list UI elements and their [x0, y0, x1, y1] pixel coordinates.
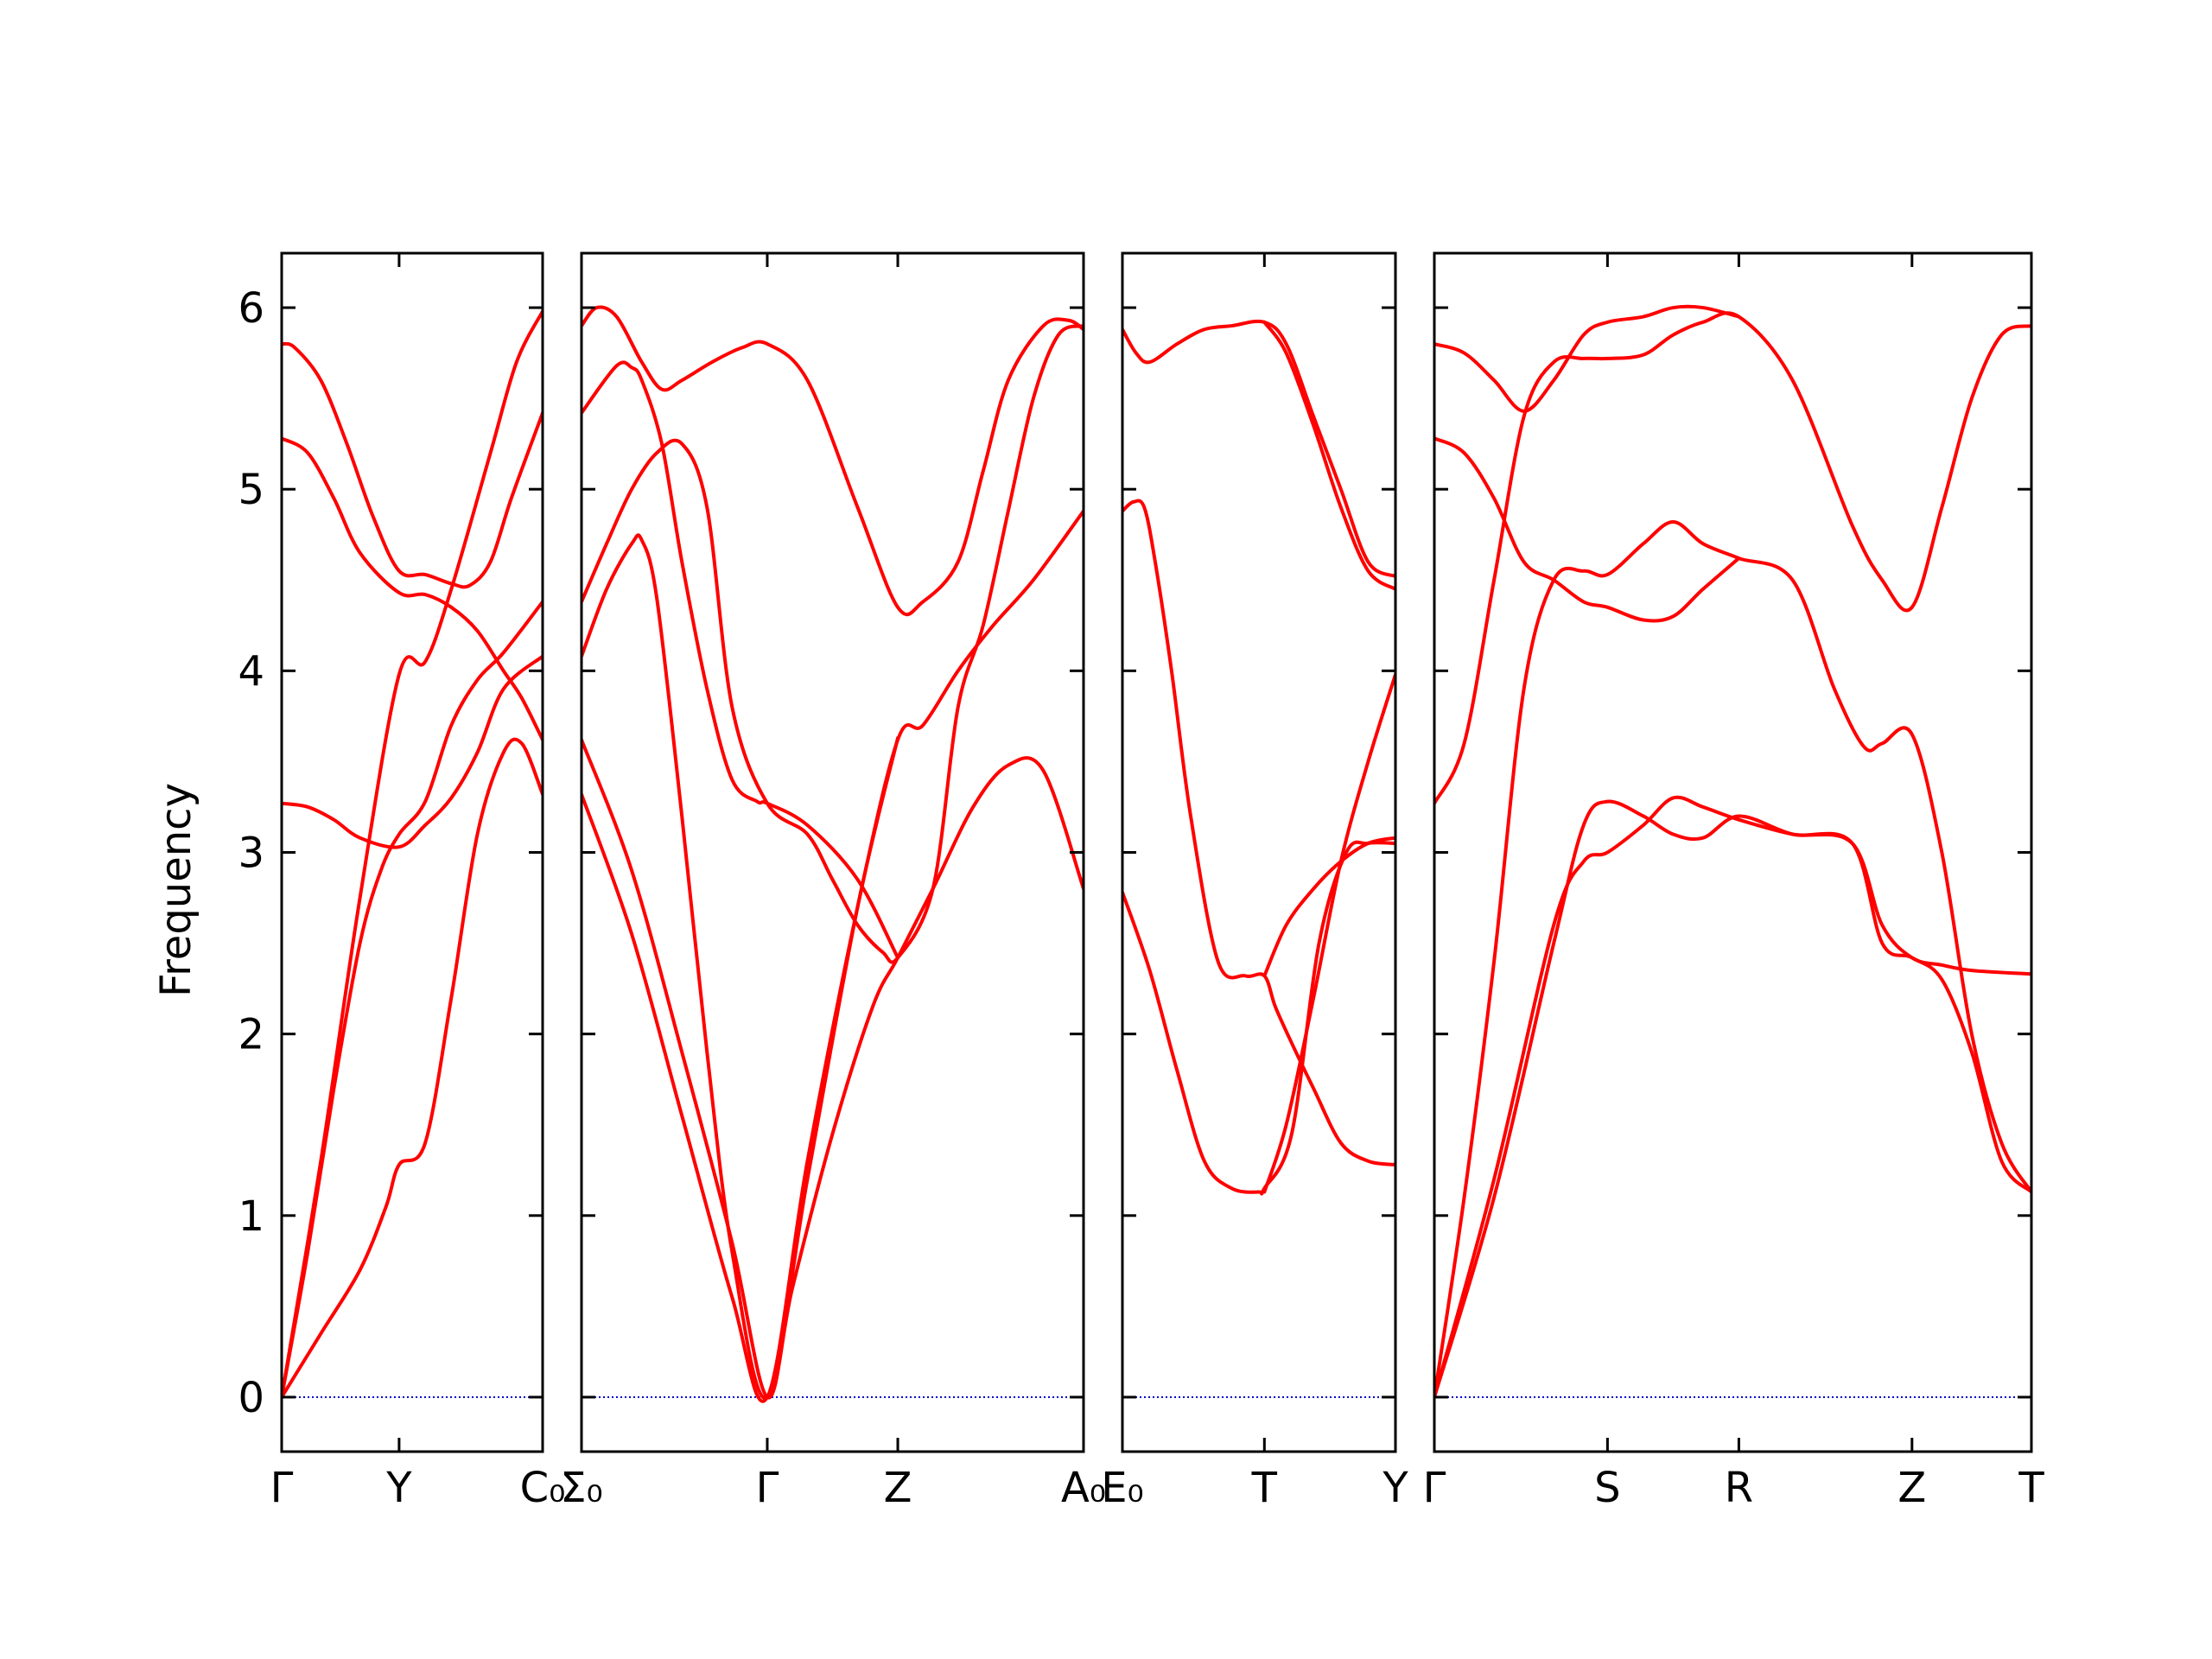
band-line	[582, 509, 1084, 1403]
panel-frame	[280, 251, 544, 1453]
band-line	[1262, 320, 1395, 591]
band-line	[1262, 672, 1395, 1194]
y-tick-label: 1	[238, 1192, 264, 1241]
x-tick-label: T	[1251, 1464, 1278, 1512]
panel-frame	[580, 251, 1085, 1453]
panel-3: E₀ T Y	[1101, 251, 1408, 1512]
x-tick-label: Γ	[1423, 1464, 1446, 1512]
band-line	[282, 341, 543, 589]
band-line	[582, 324, 1084, 964]
band-line	[1122, 840, 1395, 1196]
x-tick-label: Γ	[756, 1464, 779, 1512]
band-line	[1122, 499, 1395, 1166]
bands-group	[1122, 319, 1395, 1196]
y-axis-label: Frequency	[152, 783, 200, 997]
y-tick-label: 4	[238, 647, 264, 696]
y-tick-label: 3	[238, 830, 264, 878]
x-tick-label: Σ₀	[560, 1464, 603, 1512]
band-line	[1262, 836, 1395, 978]
x-tick-label: R	[1725, 1464, 1753, 1512]
band-line	[282, 436, 543, 742]
band-line	[582, 533, 900, 1401]
band-line	[282, 309, 543, 1399]
band-line	[282, 737, 543, 1399]
y-tick-label: 6	[238, 284, 264, 333]
y-tick-label: 0	[238, 1374, 264, 1422]
x-tick-label: T	[2018, 1464, 2044, 1512]
bands-group	[282, 309, 543, 1399]
band-line	[1434, 520, 2031, 1399]
x-tick-label: Y	[1382, 1464, 1408, 1512]
panel-1: 0 1 2 3 4 5 6 Γ Y C₀	[238, 251, 566, 1512]
band-line	[282, 654, 543, 849]
x-tick-label: C₀	[520, 1464, 566, 1512]
band-line	[282, 600, 543, 1399]
y-tick-label: 5	[238, 466, 264, 514]
x-tick-label: Z	[1897, 1464, 1926, 1512]
x-tick-label: S	[1594, 1464, 1620, 1512]
x-tick-label: Z	[884, 1464, 912, 1512]
band-line	[1434, 311, 2031, 805]
band-line	[1434, 436, 1741, 623]
x-tick-label: Y	[385, 1464, 412, 1512]
bands-group	[582, 305, 1084, 1403]
bands-group	[1434, 304, 2031, 1399]
x-tick-label: Γ	[270, 1464, 294, 1512]
band-line	[582, 305, 1084, 617]
band-line	[1434, 795, 2031, 1399]
x-tick-label: A₀	[1061, 1464, 1106, 1512]
panel-2: Σ₀ Γ Z A₀	[560, 251, 1106, 1512]
band-line	[582, 738, 1084, 1400]
y-tick-label: 2	[238, 1011, 264, 1059]
x-tick-label: E₀	[1101, 1464, 1144, 1512]
band-line	[1434, 799, 2031, 1399]
band-line	[1434, 304, 1741, 413]
band-line	[582, 360, 900, 960]
band-line	[1122, 319, 1395, 579]
